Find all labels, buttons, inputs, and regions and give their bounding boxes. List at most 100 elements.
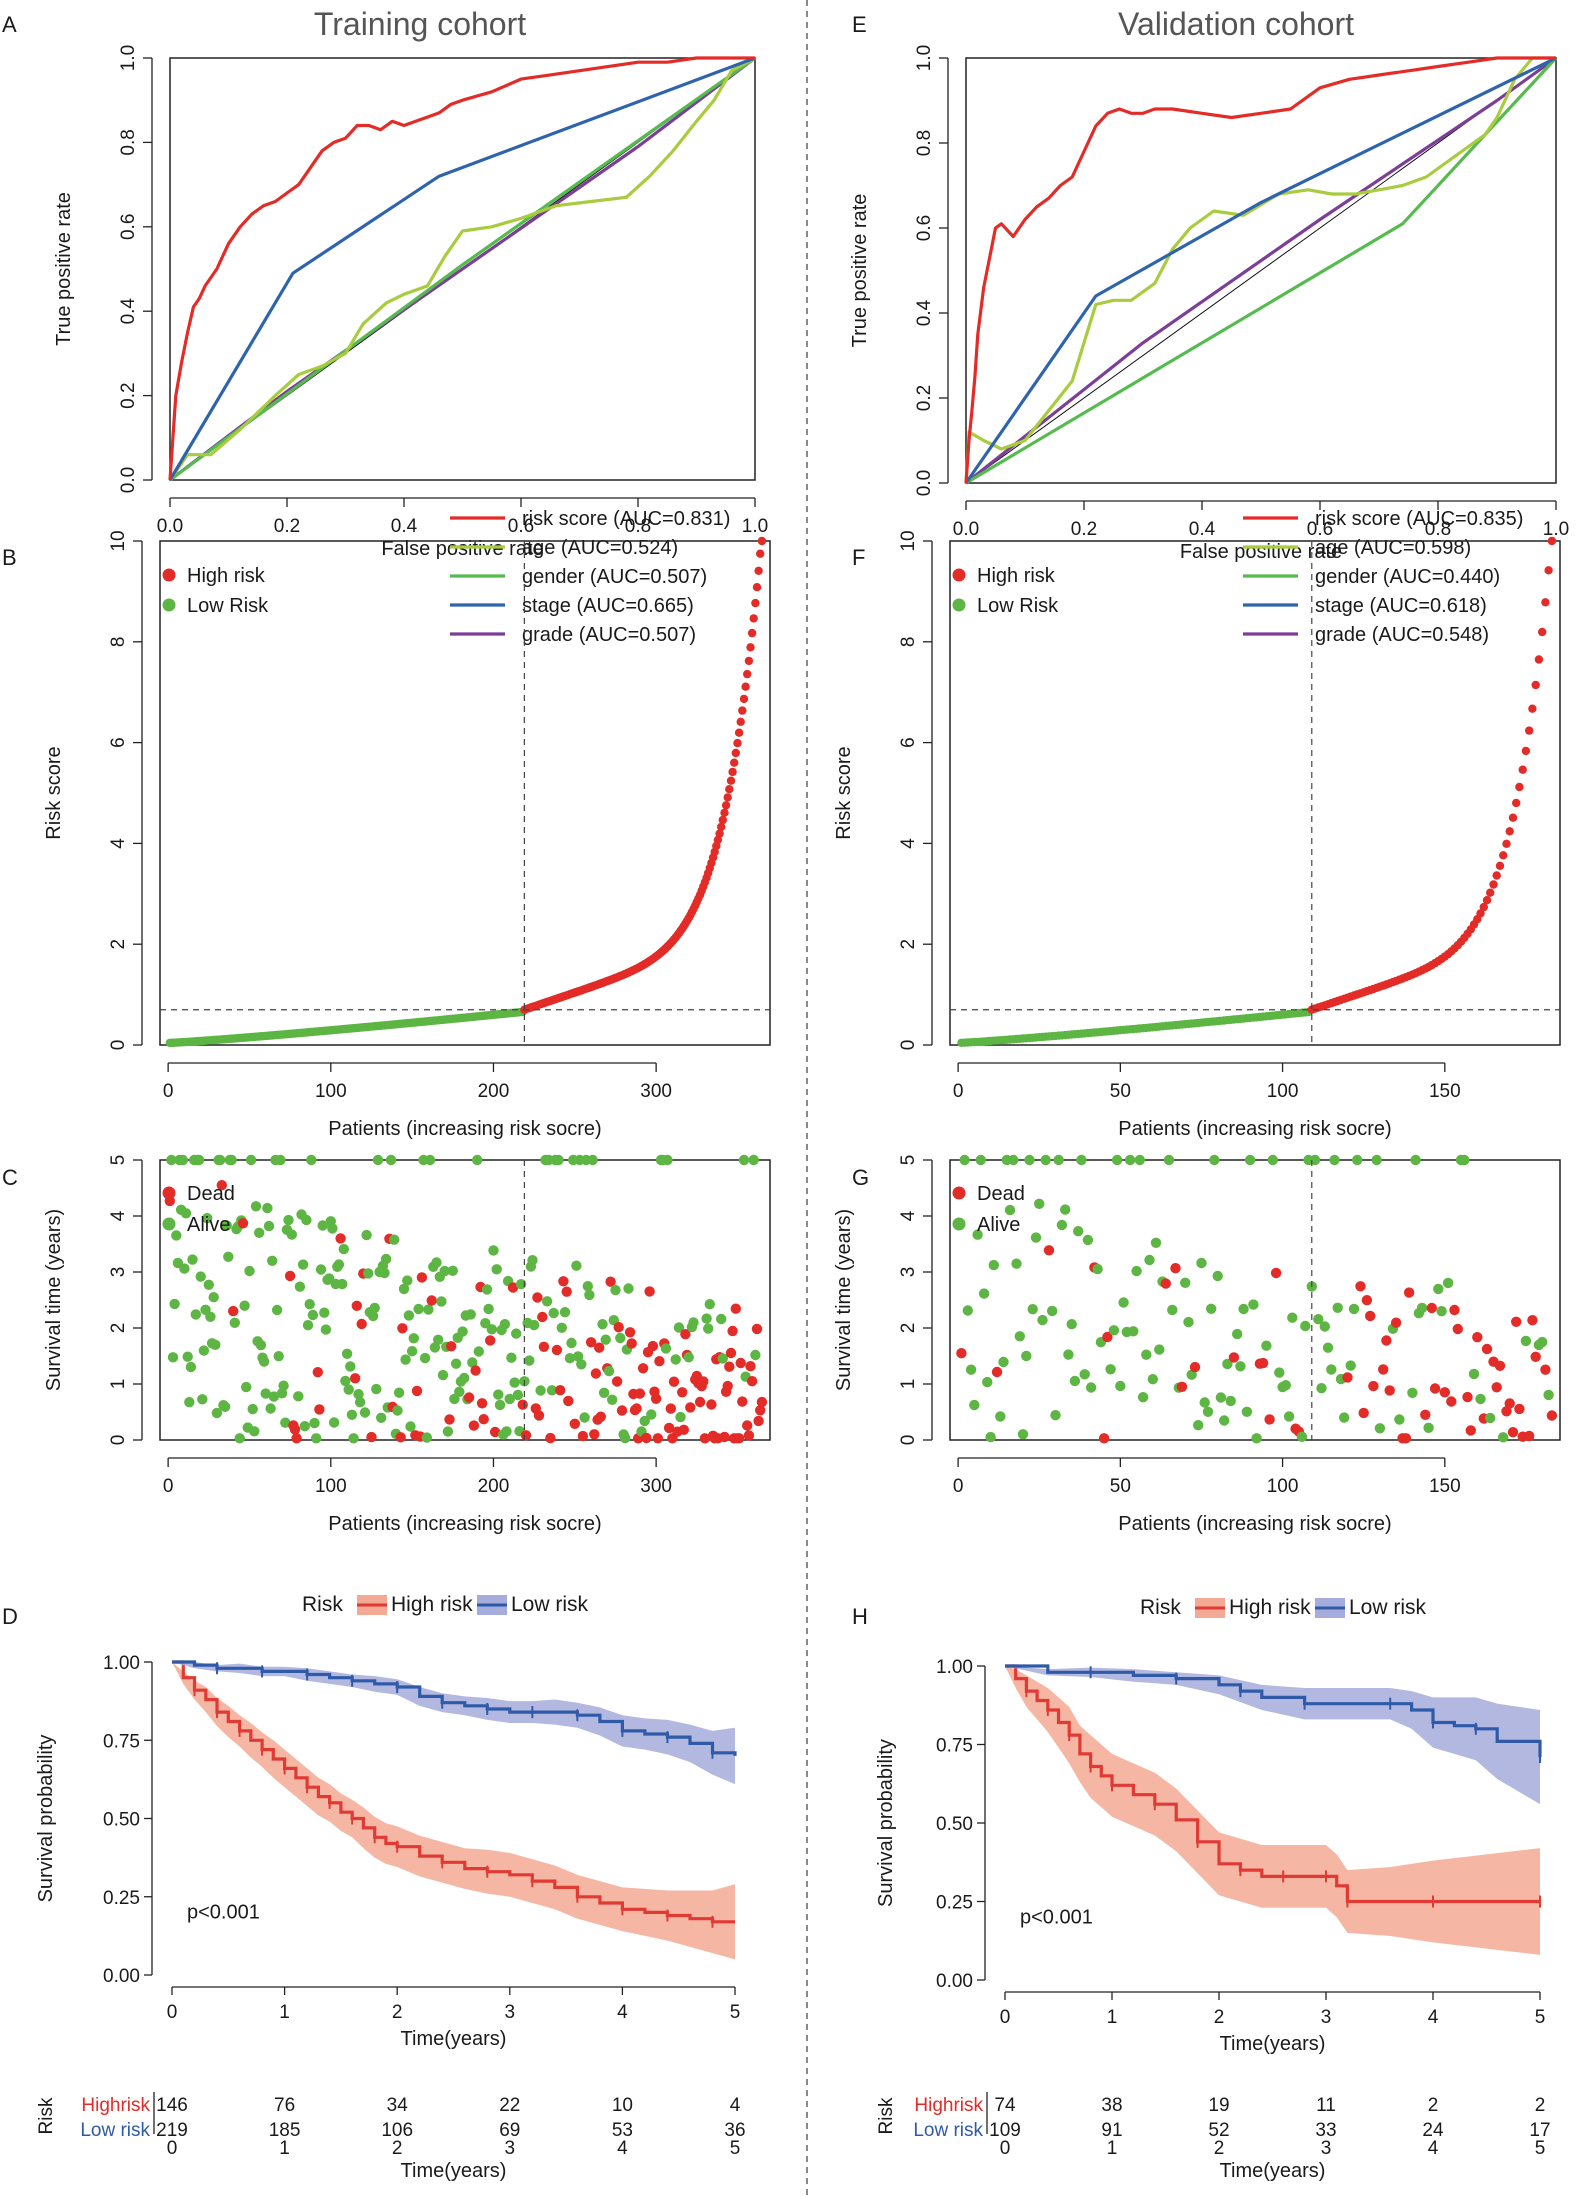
- dead-point: [647, 1340, 659, 1352]
- dead-point: [624, 1327, 636, 1338]
- y-tick-label: 5: [108, 1155, 129, 1166]
- alive-point: [180, 1208, 192, 1219]
- high-risk-point: [1508, 813, 1518, 822]
- alive-point: [1011, 1258, 1022, 1269]
- alive-point: [398, 1283, 410, 1295]
- alive-point: [1374, 1423, 1386, 1434]
- y-tick-label: 4: [898, 1210, 919, 1221]
- alive-point: [372, 1154, 384, 1166]
- dead-point: [755, 1405, 766, 1416]
- y-axis-label: Survival probability: [875, 1739, 897, 1907]
- alive-point: [255, 1339, 267, 1351]
- y-axis-label: Survival probability: [35, 1735, 57, 1903]
- y-axis-label: Risk score: [43, 746, 65, 839]
- risk-table-count: 4: [730, 2095, 741, 2116]
- alive-point: [1004, 1204, 1016, 1216]
- alive-point: [717, 1353, 728, 1364]
- dead-point: [735, 1357, 746, 1369]
- alive-point: [750, 1349, 761, 1361]
- y-tick-label: 10: [108, 530, 129, 551]
- dead-point: [594, 1342, 605, 1353]
- x-tick-label: 0.0: [157, 516, 183, 537]
- high-risk-point: [1541, 598, 1550, 607]
- alive-point: [271, 1304, 283, 1316]
- alive-point: [1111, 1154, 1123, 1166]
- y-tick-label: 6: [898, 737, 919, 748]
- y-tick-label: 0: [108, 1435, 129, 1446]
- dead-point: [634, 1388, 646, 1399]
- legend-entry: Low Risk: [977, 595, 1059, 617]
- dead-point: [725, 1347, 737, 1359]
- alive-point: [187, 1254, 198, 1265]
- x-tick-label: 0.6: [1307, 519, 1333, 540]
- alive-point: [166, 1154, 177, 1166]
- alive-point: [293, 1391, 304, 1402]
- legend-entry: risk score (AUC=0.835): [1315, 508, 1523, 530]
- alive-point: [559, 1307, 571, 1318]
- x-axis-label: Patients (increasing risk socre): [1118, 1118, 1391, 1140]
- x-tick-label: 200: [478, 1476, 510, 1497]
- dead-point: [1384, 1385, 1395, 1396]
- legend-entry: Low risk: [1349, 1596, 1427, 1619]
- alive-point: [402, 1275, 413, 1286]
- alive-point: [423, 1304, 434, 1315]
- dead-point: [663, 1422, 675, 1434]
- dead-point: [1462, 1391, 1473, 1403]
- alive-point: [597, 1319, 608, 1330]
- alive-point: [267, 1255, 278, 1267]
- high-risk-point: [756, 549, 765, 558]
- alive-point: [376, 1412, 387, 1424]
- dead-point: [668, 1376, 680, 1387]
- alive-point: [263, 1220, 275, 1232]
- alive-point: [1329, 1154, 1340, 1166]
- alive-point: [353, 1389, 364, 1400]
- dead-point: [216, 1180, 227, 1191]
- legend-entry: age (AUC=0.524): [522, 537, 678, 559]
- alive-point: [1322, 1342, 1334, 1353]
- x-tick-label: 0: [953, 1476, 964, 1497]
- x-tick-label: 300: [640, 1476, 672, 1497]
- dead-point: [595, 1411, 606, 1422]
- risk-table-row-label: Highrisk: [81, 2095, 150, 2116]
- dead-point: [1524, 1430, 1535, 1442]
- risk-table-tick: 4: [617, 2138, 628, 2159]
- y-tick-label: 1: [898, 1379, 919, 1390]
- alive-point: [1313, 1314, 1324, 1325]
- legend-entry: Alive: [187, 1214, 230, 1236]
- risk-table-count: 69: [499, 2120, 520, 2141]
- y-tick-label: 8: [108, 637, 129, 648]
- alive-point: [1050, 1410, 1061, 1421]
- alive-point: [229, 1317, 240, 1329]
- ci-band-high-risk: [1005, 1666, 1540, 1955]
- x-tick-label: 0: [167, 2002, 178, 2023]
- dead-point: [1465, 1425, 1477, 1436]
- dead-point: [1514, 1403, 1525, 1415]
- dead-point: [1481, 1343, 1493, 1355]
- dead-point: [1270, 1267, 1282, 1279]
- dead-point: [680, 1329, 691, 1340]
- legend-dot: [952, 1186, 966, 1200]
- alive-point: [1238, 1303, 1249, 1315]
- legend-title: Risk: [302, 1593, 343, 1616]
- alive-point: [610, 1284, 621, 1296]
- alive-point: [515, 1279, 527, 1290]
- risk-table-xlabel: Time(years): [401, 2160, 507, 2182]
- dead-point: [1358, 1407, 1369, 1419]
- alive-point: [392, 1405, 403, 1416]
- alive-point: [328, 1417, 340, 1428]
- alive-point: [442, 1426, 454, 1437]
- dead-point: [677, 1387, 688, 1398]
- alive-point: [995, 1411, 1006, 1422]
- alive-point: [506, 1352, 517, 1363]
- legend-entry: age (AUC=0.598): [1315, 537, 1471, 559]
- dead-point: [1446, 1396, 1457, 1407]
- risk-table-count: 34: [387, 2095, 409, 2116]
- x-tick-label: 0.8: [625, 516, 651, 537]
- dead-point: [289, 1424, 301, 1435]
- alive-point: [177, 1154, 188, 1166]
- legend-entry: High risk: [187, 565, 266, 587]
- alive-point: [439, 1265, 450, 1277]
- alive-point: [985, 1431, 996, 1443]
- alive-point: [467, 1357, 478, 1368]
- alive-point: [1193, 1420, 1204, 1431]
